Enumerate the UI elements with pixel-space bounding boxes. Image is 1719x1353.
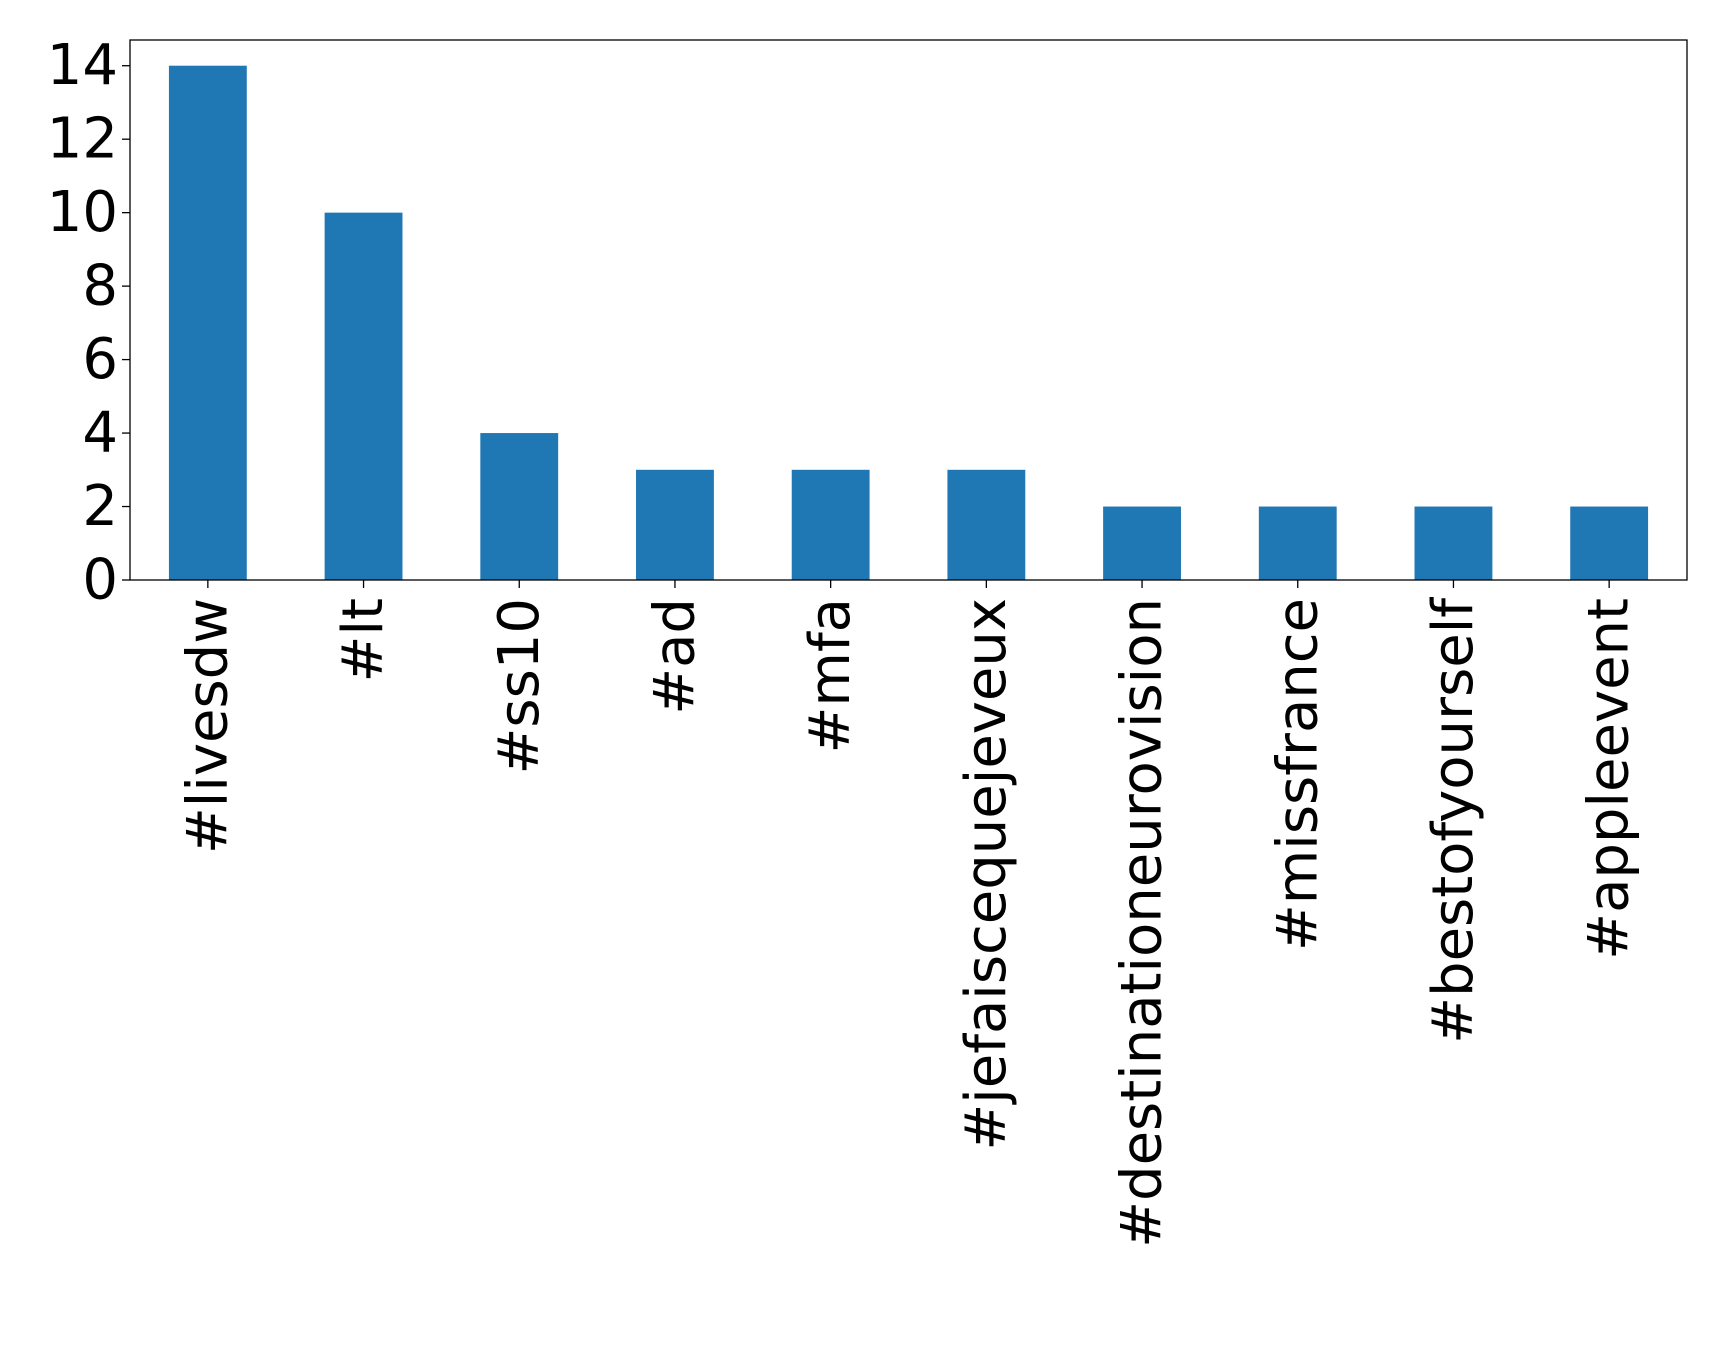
- bar-jefaiscequejeveux: [947, 469, 1026, 580]
- y-tick-label: 0: [82, 548, 118, 613]
- x-tick-label: #lt: [331, 598, 396, 682]
- x-tick-label: #jefaiscequejeveux: [954, 598, 1019, 1151]
- x-tick-label: #mfa: [798, 598, 863, 754]
- bar-missfrance: [1258, 506, 1337, 580]
- bar-bestofyourself: [1414, 506, 1493, 580]
- y-tick-label: 6: [82, 327, 118, 392]
- x-axis: #livesdw #lt #ss10 #ad #mfa #jefaiscequejeveu…: [175, 580, 1642, 1248]
- bar-ss10: [480, 433, 559, 580]
- x-tick-label: #missfrance: [1265, 598, 1330, 951]
- bar-ad: [636, 469, 714, 580]
- bar-appleevent: [1570, 506, 1649, 580]
- y-tick-label: 14: [47, 33, 118, 98]
- bar-lt: [324, 212, 403, 580]
- bars-group: [168, 65, 1649, 580]
- x-tick-label: #ss10: [487, 598, 552, 775]
- y-tick-label: 12: [47, 107, 118, 172]
- bar-destinationeurovision: [1103, 506, 1181, 580]
- bar-mfa: [791, 469, 870, 580]
- x-tick-label: #destinationeurovision: [1110, 598, 1175, 1248]
- x-tick-label: #livesdw: [175, 598, 240, 854]
- y-tick-label: 8: [82, 254, 118, 319]
- y-tick-label: 10: [47, 180, 118, 245]
- y-tick-label: 4: [82, 401, 118, 466]
- y-axis: 0 2 4 6 8 10 12 14: [47, 33, 130, 613]
- x-tick-label: #ad: [642, 598, 707, 715]
- y-tick-label: 2: [82, 474, 118, 539]
- x-tick-label: #bestofyourself: [1421, 597, 1486, 1044]
- bar-livesdw: [168, 65, 247, 580]
- plot-frame: [129, 39, 1688, 581]
- x-tick-label: #appleevent: [1577, 598, 1642, 960]
